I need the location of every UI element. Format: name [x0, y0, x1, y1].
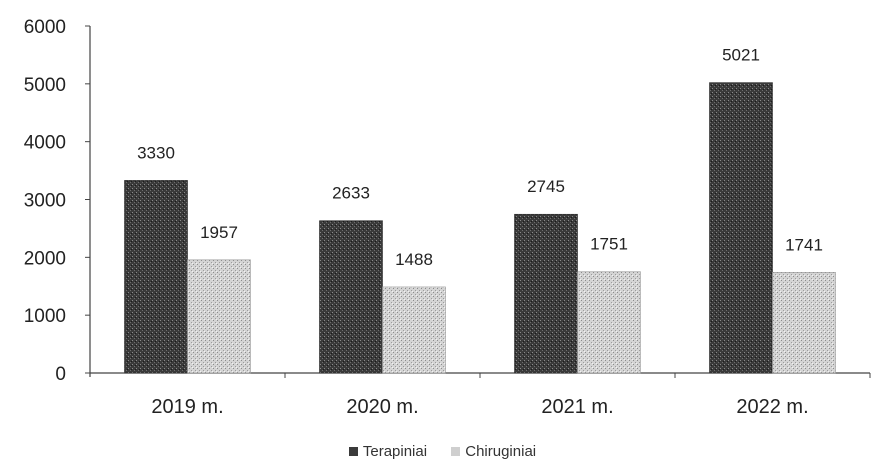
x-tick-label: 2021 m.: [541, 396, 613, 418]
legend-label-series-0: Terapiniai: [362, 443, 428, 460]
y-tick-label: 5000: [24, 75, 66, 96]
legend: Terapiniai Chiruginiai: [0, 443, 885, 460]
y-tick-label: 2000: [24, 248, 66, 269]
data-label-series-0: 5021: [722, 46, 760, 65]
data-label-series-0: 2745: [527, 177, 565, 196]
bar-series-1: [772, 272, 836, 374]
data-label-series-1: 1488: [395, 250, 433, 269]
x-tick-label: 2019 m.: [151, 396, 223, 418]
data-label-series-1: 1751: [590, 235, 628, 254]
x-tick-label: 2022 m.: [736, 396, 808, 418]
legend-swatch-series-1: [451, 447, 461, 456]
bar-series-0: [514, 213, 578, 374]
x-tick-label: 2020 m.: [346, 396, 418, 418]
legend-swatch-series-0: [348, 447, 358, 456]
bar-series-1: [382, 286, 446, 374]
bar-series-0: [124, 180, 188, 374]
data-label-series-1: 1741: [785, 235, 823, 254]
data-label-series-1: 1957: [200, 223, 238, 242]
y-tick-label: 0: [55, 364, 66, 385]
y-tick-label: 1000: [24, 306, 66, 327]
y-tick-label: 4000: [24, 133, 66, 154]
bar-series-1: [187, 259, 251, 374]
legend-item-series-1: Chiruginiai: [451, 443, 536, 460]
bar-series-0: [709, 82, 773, 374]
bar-chart: 0 1000 2000 3000 4000 5000 6000 2019 m. 2020 m. 2…: [24, 17, 871, 418]
data-label-series-0: 3330: [137, 143, 175, 162]
bar-series-0: [319, 220, 383, 374]
y-tick-label: 3000: [24, 191, 66, 212]
legend-item-series-0: Terapiniai: [348, 443, 428, 460]
legend-label-series-1: Chiruginiai: [465, 443, 537, 460]
data-label-series-0: 2633: [332, 184, 370, 203]
bar-series-1: [577, 271, 641, 374]
y-tick-label: 6000: [24, 17, 66, 38]
